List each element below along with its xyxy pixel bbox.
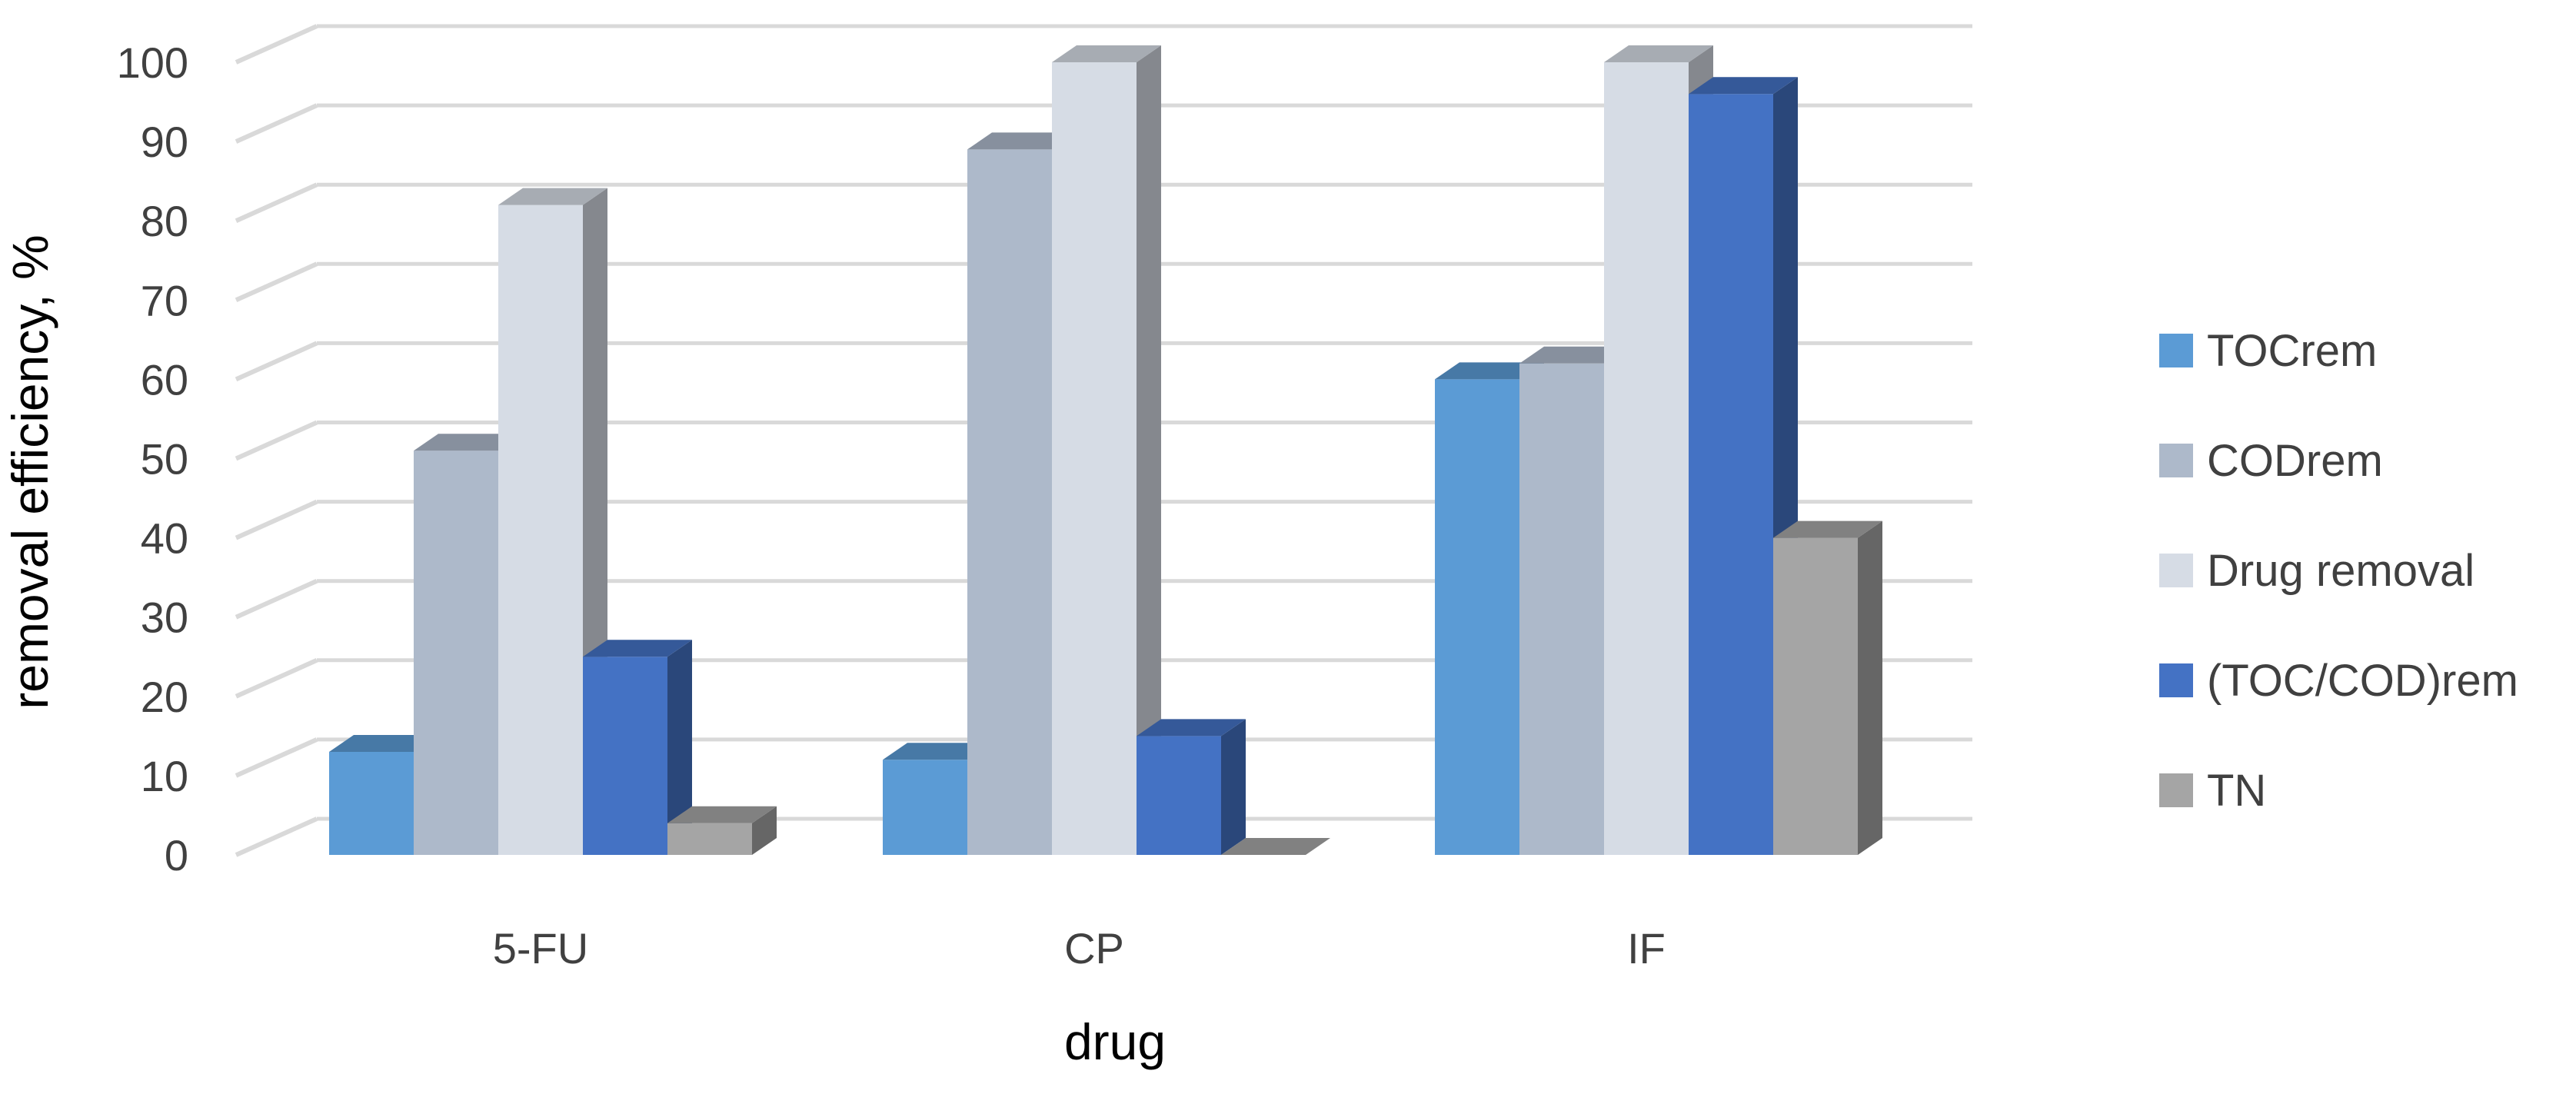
bar-top — [329, 734, 438, 752]
bar-front — [1137, 736, 1221, 855]
x-category-label: 5-FU — [493, 924, 588, 973]
y-tick-label: 20 — [141, 673, 188, 721]
bar-front — [498, 205, 583, 856]
gridline — [235, 24, 1972, 65]
bar-top — [414, 434, 523, 451]
gridline-floor — [235, 24, 318, 65]
bar-front — [1052, 62, 1137, 855]
gridline-floor — [235, 420, 318, 461]
bar-side — [667, 640, 692, 855]
bar — [1773, 520, 1882, 855]
x-axis-title: drug — [1064, 1013, 1166, 1070]
y-axis-ticks: 0 10 20 30 40 50 60 70 80 90 100 — [117, 38, 188, 880]
bar-top — [1435, 362, 1544, 380]
bar-front — [967, 149, 1052, 855]
bar-front — [1689, 94, 1773, 856]
bar-side — [752, 806, 777, 855]
bar-top — [967, 132, 1077, 150]
gridline-floor — [235, 103, 318, 144]
bar-top — [1604, 45, 1713, 62]
gridline-floor — [235, 499, 318, 540]
legend-swatch — [2159, 334, 2193, 367]
bar — [583, 640, 692, 855]
y-tick-label: 50 — [141, 435, 188, 484]
bar-top — [1773, 520, 1882, 538]
y-tick-label: 40 — [141, 514, 188, 563]
bar-front — [883, 760, 967, 855]
bar — [1137, 719, 1246, 855]
legend: TOCrem CODrem Drug removal (TOC/COD)rem TN — [2159, 326, 2518, 816]
bar-front — [414, 451, 498, 855]
bar-top — [1221, 838, 1330, 855]
bar-top — [1689, 77, 1798, 95]
bar-top — [1052, 45, 1161, 62]
y-tick-label: 70 — [141, 276, 188, 324]
bar — [667, 806, 777, 855]
x-axis-categories: 5-FU CP IF — [493, 924, 1666, 973]
bar-front — [583, 657, 667, 855]
y-tick-label: 80 — [141, 197, 188, 245]
bar-top — [498, 188, 607, 205]
bar-side — [1858, 520, 1882, 855]
gridline-floor — [235, 816, 318, 857]
legend-label: CODrem — [2207, 436, 2383, 486]
legend-label: Drug removal — [2207, 546, 2474, 596]
bar-top — [667, 806, 777, 823]
gridline-floor — [235, 658, 318, 699]
y-tick-label: 90 — [141, 118, 188, 166]
legend-item: TN — [2159, 766, 2266, 816]
gridline-floor — [235, 341, 318, 382]
bar-front — [1604, 62, 1689, 855]
legend-item: CODrem — [2159, 436, 2383, 486]
legend-label: TN — [2207, 766, 2266, 816]
legend-item: Drug removal — [2159, 546, 2474, 596]
bars — [329, 45, 1882, 856]
y-tick-label: 30 — [141, 594, 188, 642]
gridline-floor — [235, 737, 318, 778]
legend-label: TOCrem — [2207, 326, 2377, 376]
bar-side — [1137, 45, 1161, 855]
y-tick-label: 60 — [141, 355, 188, 404]
bar-front — [667, 823, 752, 855]
x-category-label: IF — [1627, 924, 1666, 973]
bar-front — [1519, 363, 1604, 855]
legend-label: (TOC/COD)rem — [2207, 656, 2518, 706]
bar-top — [883, 743, 992, 760]
y-tick-label: 10 — [141, 752, 188, 800]
legend-item: TOCrem — [2159, 326, 2377, 376]
y-axis-title: removal efficiency, % — [2, 234, 58, 709]
legend-swatch — [2159, 444, 2193, 477]
bar-front — [1435, 379, 1519, 855]
bar-side — [1221, 719, 1246, 855]
legend-item: (TOC/COD)rem — [2159, 656, 2518, 706]
y-tick-label: 100 — [117, 38, 188, 87]
bar — [1221, 838, 1330, 855]
legend-swatch — [2159, 773, 2193, 807]
bar-top — [583, 640, 692, 657]
gridline-floor — [235, 578, 318, 620]
bar-top — [1137, 719, 1246, 737]
bar-front — [329, 751, 414, 855]
x-category-label: CP — [1064, 924, 1124, 973]
y-tick-label: 0 — [165, 831, 188, 880]
bar-top — [1519, 346, 1629, 364]
bar — [1052, 45, 1161, 855]
legend-swatch — [2159, 663, 2193, 697]
legend-swatch — [2159, 554, 2193, 587]
gridline-floor — [235, 261, 318, 303]
bar-front — [1773, 537, 1858, 855]
gridline-floor — [235, 182, 318, 223]
